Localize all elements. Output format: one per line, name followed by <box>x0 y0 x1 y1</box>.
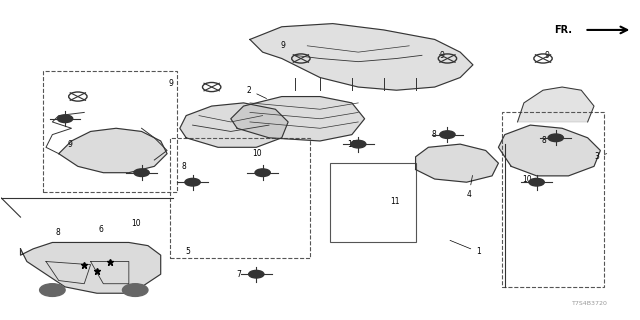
Text: 10: 10 <box>348 140 357 148</box>
Text: 10: 10 <box>131 219 140 228</box>
Circle shape <box>134 169 149 177</box>
Polygon shape <box>59 128 167 173</box>
Bar <box>330 163 415 243</box>
Polygon shape <box>250 24 473 90</box>
Text: 9: 9 <box>440 51 445 60</box>
Text: 6: 6 <box>99 225 103 234</box>
Polygon shape <box>180 103 288 147</box>
Circle shape <box>40 284 65 296</box>
Text: FR.: FR. <box>554 25 572 35</box>
Text: 9: 9 <box>544 51 549 60</box>
Circle shape <box>185 178 200 186</box>
Text: 8: 8 <box>56 228 60 237</box>
Text: 4: 4 <box>467 175 472 199</box>
Text: 9: 9 <box>280 41 285 50</box>
Text: 9: 9 <box>168 79 173 88</box>
Circle shape <box>248 270 264 278</box>
Text: 3: 3 <box>594 152 607 161</box>
Bar <box>43 71 177 192</box>
Circle shape <box>351 140 366 148</box>
Text: 8: 8 <box>541 136 547 146</box>
Text: 5: 5 <box>185 247 190 257</box>
Polygon shape <box>518 87 594 122</box>
Text: 1: 1 <box>450 240 481 257</box>
Circle shape <box>529 178 544 186</box>
Bar <box>170 138 310 258</box>
Polygon shape <box>415 144 499 182</box>
Polygon shape <box>231 97 365 141</box>
Text: 11: 11 <box>390 197 399 206</box>
Circle shape <box>58 115 73 123</box>
Polygon shape <box>499 125 600 176</box>
Text: 9: 9 <box>67 140 72 148</box>
Text: 10: 10 <box>523 174 532 184</box>
Circle shape <box>255 169 270 177</box>
Circle shape <box>440 131 455 139</box>
Text: 7: 7 <box>236 270 241 279</box>
Bar <box>502 112 604 287</box>
Circle shape <box>122 284 148 296</box>
Text: 8: 8 <box>431 130 436 139</box>
Text: 2: 2 <box>246 86 266 99</box>
Text: 8: 8 <box>182 162 186 171</box>
Text: 10: 10 <box>252 149 262 158</box>
Polygon shape <box>20 243 161 293</box>
Text: T7S4B3720: T7S4B3720 <box>572 301 607 306</box>
Circle shape <box>548 134 563 142</box>
